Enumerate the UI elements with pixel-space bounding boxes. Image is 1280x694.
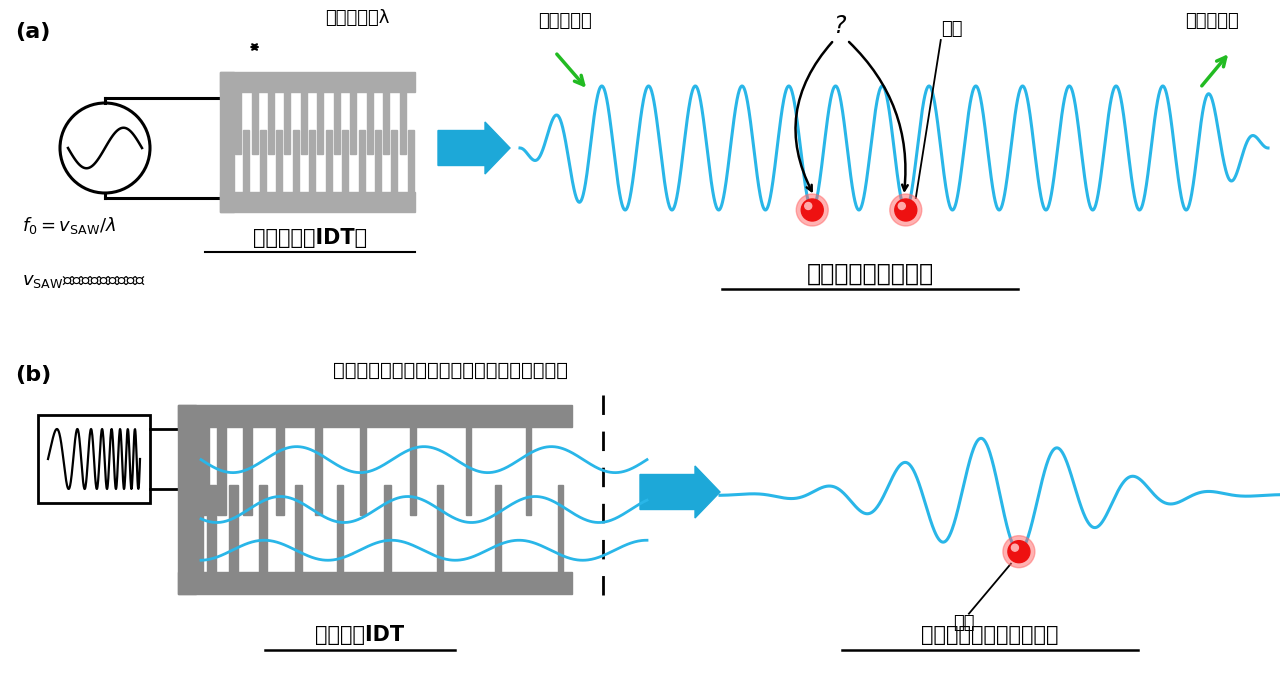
- FancyArrow shape: [640, 466, 719, 518]
- Bar: [558, 484, 563, 572]
- Bar: [193, 484, 204, 572]
- Bar: [229, 484, 238, 572]
- Text: (a): (a): [15, 22, 50, 42]
- Circle shape: [899, 203, 905, 210]
- Circle shape: [890, 194, 922, 226]
- Bar: [315, 427, 323, 514]
- Bar: [268, 92, 274, 154]
- Bar: [526, 427, 531, 514]
- Circle shape: [1004, 536, 1036, 568]
- Text: $f_0 = v_\mathrm{SAW}/\lambda$: $f_0 = v_\mathrm{SAW}/\lambda$: [22, 215, 116, 236]
- Bar: [392, 130, 397, 192]
- Bar: [284, 92, 291, 154]
- Text: 表面弾性波バースト: 表面弾性波バースト: [806, 262, 933, 286]
- Circle shape: [1007, 541, 1030, 563]
- Bar: [294, 484, 302, 572]
- Bar: [243, 130, 250, 192]
- Bar: [495, 484, 500, 572]
- Text: $v_\mathrm{SAW}$：表面弾性波の速さ: $v_\mathrm{SAW}$：表面弾性波の速さ: [22, 272, 146, 290]
- Circle shape: [801, 199, 823, 221]
- Bar: [191, 427, 201, 514]
- Bar: [252, 92, 257, 154]
- Circle shape: [805, 203, 812, 210]
- Bar: [358, 130, 365, 192]
- Circle shape: [796, 194, 828, 226]
- Bar: [260, 130, 266, 192]
- Bar: [220, 72, 234, 212]
- Bar: [200, 427, 209, 514]
- Bar: [178, 405, 572, 427]
- Circle shape: [895, 199, 916, 221]
- Bar: [384, 484, 390, 572]
- Bar: [334, 92, 340, 154]
- Bar: [351, 92, 356, 154]
- Bar: [178, 572, 572, 594]
- Text: 楂の周期：λ: 楂の周期：λ: [325, 9, 389, 27]
- Bar: [342, 130, 348, 192]
- Text: 立ち上がり: 立ち上がり: [1185, 12, 1239, 30]
- Bar: [310, 130, 315, 192]
- Bar: [38, 415, 150, 503]
- Bar: [276, 427, 284, 514]
- Bar: [301, 92, 307, 154]
- Text: 広い帯域の表面弾性波を同位相で重ね合わせ: 広い帯域の表面弾性波を同位相で重ね合わせ: [333, 361, 567, 380]
- Bar: [337, 484, 343, 572]
- Bar: [375, 130, 381, 192]
- Bar: [325, 130, 332, 192]
- Bar: [207, 484, 216, 572]
- Text: ?: ?: [833, 14, 845, 38]
- Bar: [236, 92, 241, 154]
- Text: 立ち下がり: 立ち下がり: [538, 12, 591, 30]
- Text: 表面弾性波の孤立パルス: 表面弾性波の孤立パルス: [922, 625, 1059, 645]
- Bar: [276, 130, 283, 192]
- Bar: [399, 92, 406, 154]
- Bar: [259, 484, 266, 572]
- Bar: [317, 92, 324, 154]
- Bar: [220, 72, 415, 92]
- Bar: [218, 427, 227, 514]
- Bar: [293, 130, 298, 192]
- Bar: [220, 192, 415, 212]
- Bar: [408, 130, 413, 192]
- Bar: [367, 92, 372, 154]
- Bar: [360, 427, 366, 514]
- Bar: [243, 427, 252, 514]
- Text: 電子: 電子: [954, 613, 974, 632]
- Bar: [438, 484, 443, 572]
- Text: 電子: 電子: [941, 20, 963, 38]
- Bar: [466, 427, 471, 514]
- Bar: [410, 427, 416, 514]
- Bar: [178, 405, 196, 594]
- FancyArrow shape: [438, 122, 509, 174]
- Bar: [383, 92, 389, 154]
- Text: チャープIDT: チャープIDT: [315, 625, 404, 645]
- Circle shape: [1011, 544, 1019, 551]
- Text: 楂型電極（IDT）: 楂型電極（IDT）: [253, 228, 367, 248]
- Text: (b): (b): [15, 365, 51, 385]
